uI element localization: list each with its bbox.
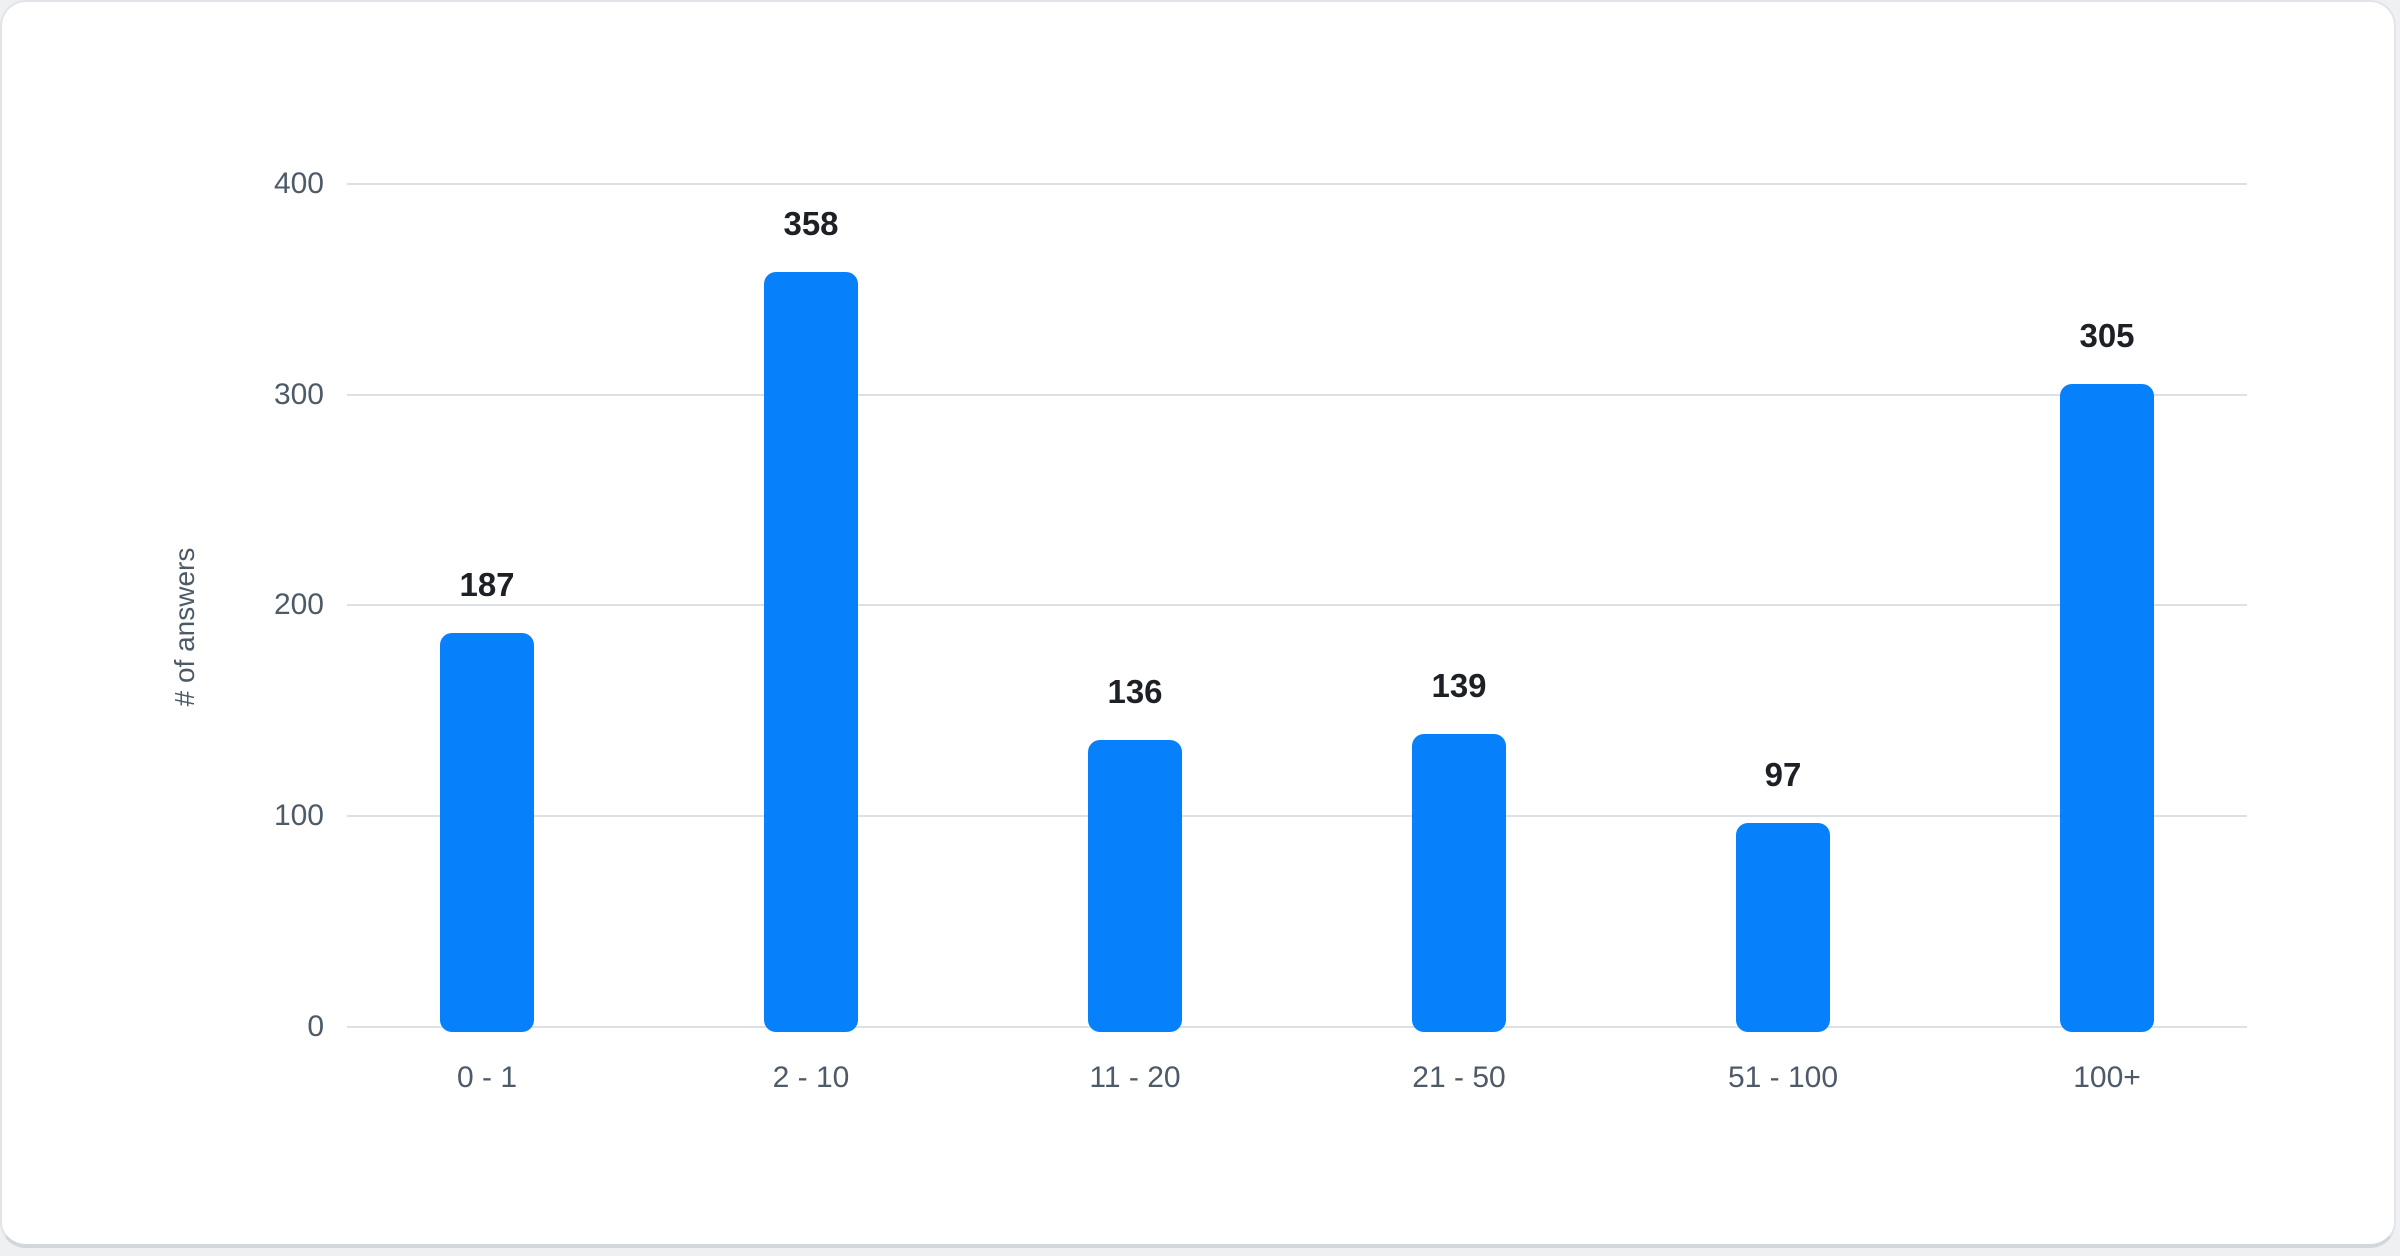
gridline-y400 <box>347 182 2247 185</box>
x-tick-label-11 - 20: 11 - 20 <box>1089 1061 1181 1094</box>
bar-value-label-100+: 305 <box>2079 317 2135 355</box>
y-tick-label-0: 0 <box>307 1010 324 1043</box>
y-tick-label-200: 200 <box>273 588 324 622</box>
y-axis-title: # of answers <box>169 547 200 707</box>
bar-value-label-0 - 1: 187 <box>459 565 515 603</box>
x-tick-label-0 - 1: 0 - 1 <box>456 1061 518 1094</box>
bar-11 - 20 <box>1088 740 1182 1032</box>
x-tick-label-21 - 50: 21 - 50 <box>1412 1061 1506 1094</box>
bar-21 - 50 <box>1412 733 1506 1032</box>
bar-value-label-21 - 50: 139 <box>1431 666 1487 704</box>
y-tick-label-100: 100 <box>273 799 324 833</box>
bar-value-label-51 - 100: 97 <box>1764 755 1802 793</box>
x-tick-label-100+: 100+ <box>2073 1061 2141 1094</box>
gridline-y100 <box>347 815 2247 818</box>
y-tick-label-300: 300 <box>273 377 324 411</box>
bar-2 - 10 <box>764 272 858 1032</box>
bar-0 - 1 <box>440 632 534 1032</box>
bar-100+ <box>2060 384 2154 1032</box>
x-tick-label-51 - 100: 51 - 100 <box>1727 1061 1839 1094</box>
bar-51 - 100 <box>1736 822 1830 1032</box>
bar-value-label-2 - 10: 358 <box>783 205 839 243</box>
y-tick-label-400: 400 <box>273 166 324 200</box>
gridline-y200 <box>347 604 2247 607</box>
x-tick-label-2 - 10: 2 - 10 <box>772 1061 850 1094</box>
gridline-y0 <box>347 1026 2247 1028</box>
bar-value-label-11 - 20: 136 <box>1107 673 1163 711</box>
gridline-y300 <box>347 393 2247 396</box>
